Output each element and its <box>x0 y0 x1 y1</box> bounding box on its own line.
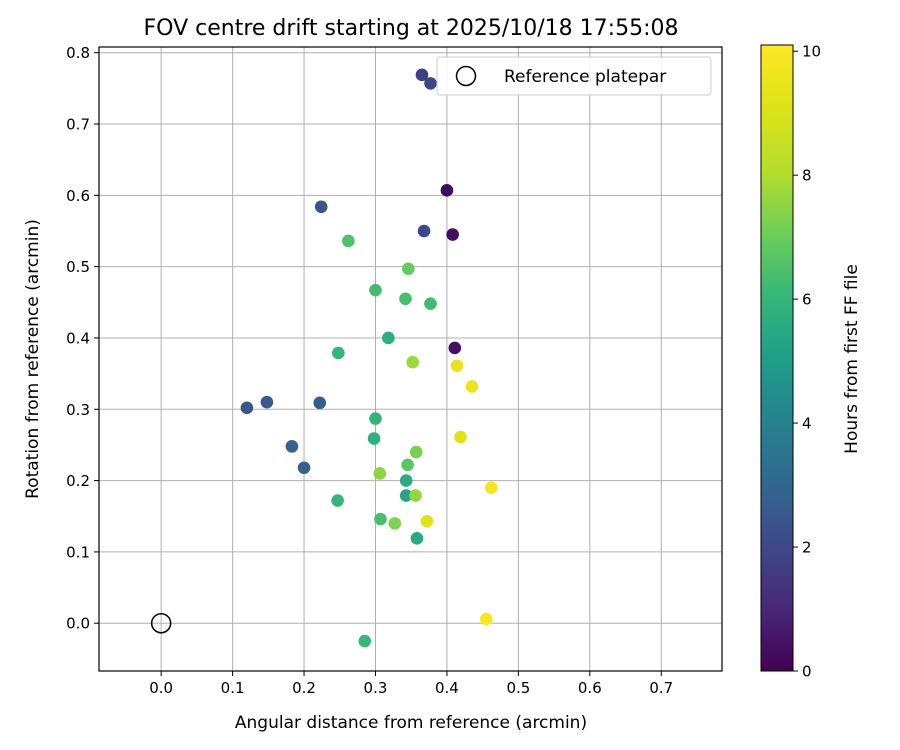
y-tick-label: 0.6 <box>66 187 90 205</box>
data-point <box>373 467 387 480</box>
colorbar-tick-label: 6 <box>802 291 812 309</box>
data-point <box>313 396 327 410</box>
data-point <box>410 532 424 545</box>
data-point <box>388 517 402 530</box>
colorbar <box>760 44 794 672</box>
data-point <box>297 461 311 475</box>
data-point <box>448 341 462 355</box>
data-point <box>409 489 422 502</box>
reference-marker <box>150 612 172 634</box>
data-point <box>420 514 434 528</box>
data-point <box>417 224 431 238</box>
y-tick-label: 0.8 <box>66 44 90 62</box>
y-axis-ticks: 0.0 0.1 0.2 0.3 0.4 0.5 0.6 0.7 0.8 <box>66 44 99 633</box>
data-point <box>415 68 429 82</box>
y-tick-label: 0.2 <box>66 472 90 490</box>
data-point <box>369 283 382 297</box>
colorbar-label: Hours from first FF file <box>842 264 862 454</box>
x-tick-label: 0.2 <box>292 679 316 697</box>
y-tick-label: 0.4 <box>66 329 90 347</box>
data-point <box>399 489 413 502</box>
data-point <box>465 380 479 393</box>
data-point <box>450 359 464 373</box>
data-point <box>314 200 328 214</box>
plot-frame <box>98 46 723 672</box>
data-point <box>367 432 381 445</box>
data-point <box>446 228 459 241</box>
data-point <box>424 77 437 90</box>
x-tick-label: 0.0 <box>149 679 173 697</box>
data-point <box>484 481 498 495</box>
x-tick-label: 0.5 <box>506 679 530 697</box>
data-point <box>401 458 414 472</box>
data-point <box>406 355 419 369</box>
data-point <box>402 262 415 276</box>
data-point <box>342 234 355 248</box>
x-axis-ticks: 0.0 0.1 0.2 0.3 0.4 0.5 0.6 0.7 <box>149 671 673 697</box>
data-point <box>374 512 387 526</box>
x-axis-label: Angular distance from reference (arcmin) <box>235 713 587 733</box>
y-axis-label: Rotation from reference (arcmin) <box>23 219 43 499</box>
colorbar-ticks: 0 2 4 6 8 10 <box>793 43 821 681</box>
colorbar-tick-label: 8 <box>802 167 812 185</box>
data-point <box>479 612 493 626</box>
y-tick-label: 0.3 <box>66 401 90 419</box>
data-point <box>399 474 413 487</box>
data-point <box>331 494 344 507</box>
colorbar-tick-label: 10 <box>802 43 821 61</box>
data-point <box>424 297 437 311</box>
x-tick-label: 0.7 <box>649 679 673 697</box>
colorbar-tick-label: 2 <box>802 539 812 557</box>
y-tick-label: 0.0 <box>66 615 90 633</box>
data-point <box>399 292 412 306</box>
x-tick-label: 0.1 <box>221 679 245 697</box>
legend-box <box>436 56 712 96</box>
legend: Reference platepar <box>436 56 712 96</box>
data-point <box>409 445 423 459</box>
reference-marker-group <box>150 612 172 634</box>
data-point <box>454 430 467 444</box>
data-point <box>358 634 372 648</box>
chart-title: FOV centre drift starting at 2025/10/18 … <box>144 16 679 41</box>
legend-marker <box>455 65 477 87</box>
data-point <box>440 184 454 197</box>
data-point <box>382 331 395 345</box>
x-tick-label: 0.6 <box>578 679 602 697</box>
data-point <box>260 395 274 409</box>
y-tick-label: 0.5 <box>66 258 90 276</box>
y-tick-label: 0.1 <box>66 543 90 561</box>
x-tick-label: 0.3 <box>364 679 388 697</box>
data-point <box>240 401 254 415</box>
data-point <box>285 440 299 453</box>
x-tick-label: 0.4 <box>435 679 459 697</box>
y-tick-label: 0.7 <box>66 116 90 134</box>
colorbar-tick-label: 4 <box>802 415 812 433</box>
colorbar-tick-label: 0 <box>802 663 812 681</box>
data-points <box>240 68 498 648</box>
legend-label: Reference platepar <box>504 67 666 87</box>
data-point <box>332 346 345 360</box>
data-point <box>369 412 382 425</box>
